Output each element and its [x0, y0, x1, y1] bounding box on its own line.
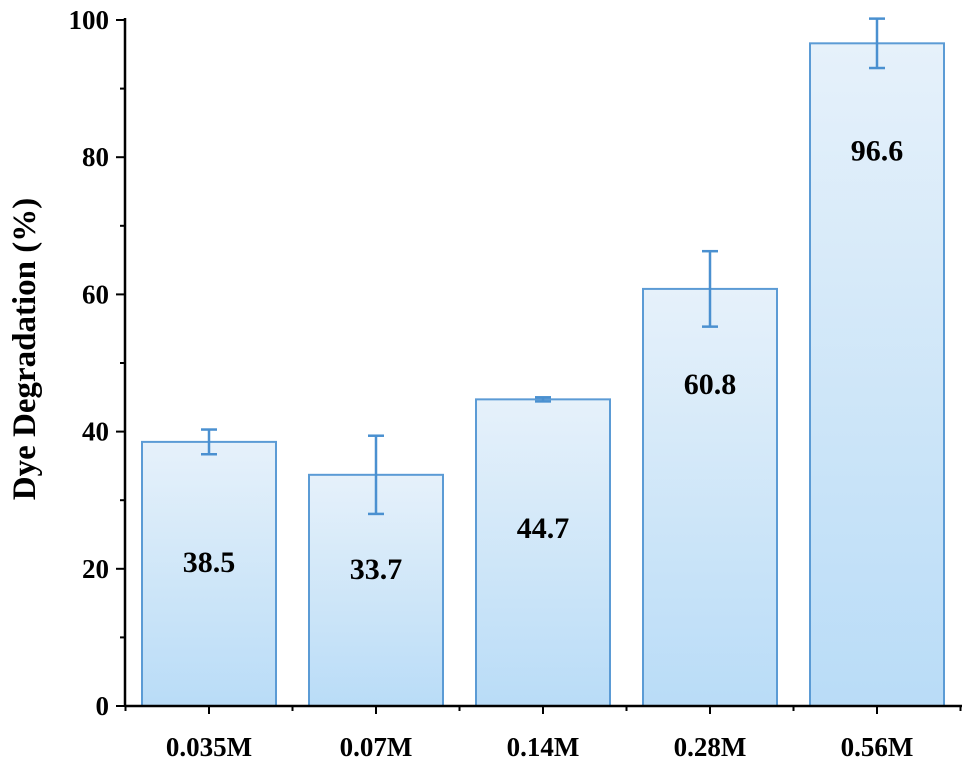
data-label-0.07M: 33.7: [350, 553, 403, 586]
error-bars-layer: [201, 17, 885, 516]
data-label-0.28M: 60.8: [684, 368, 737, 401]
data-label-0.14M: 44.7: [517, 512, 570, 545]
x-tick-label-0.035M: 0.035M: [166, 732, 252, 762]
bars-layer: [141, 42, 945, 708]
bar-0.14M: [475, 398, 611, 707]
y-tick-label-60: 60: [82, 279, 109, 309]
error-bar-0.035M: [201, 428, 217, 456]
x-tick-label-0.56M: 0.56M: [841, 732, 914, 762]
data-labels-layer: 38.5 33.7 44.7 60.8 96.6: [183, 134, 904, 586]
y-axis-label: Dye Degradation (%): [7, 198, 43, 500]
x-tick-label-0.28M: 0.28M: [674, 732, 747, 762]
y-tick-label-40: 40: [82, 417, 109, 447]
error-bar-0.56M: [869, 17, 885, 70]
error-bar-0.28M: [702, 249, 718, 328]
error-bar-0.14M: [535, 396, 551, 403]
y-tick-label-20: 20: [82, 554, 109, 584]
data-label-0.035M: 38.5: [183, 546, 236, 579]
error-bar-0.07M: [368, 434, 384, 516]
bar-0.28M: [642, 287, 778, 707]
x-tick-label-0.14M: 0.14M: [507, 732, 580, 762]
y-tick-label-80: 80: [82, 142, 109, 172]
y-tick-label-100: 100: [69, 5, 110, 35]
axes-layer: 0.035M 0.07M 0.14M 0.28M 0.56M 0 20 40 60 80 100: [69, 5, 962, 762]
x-tick-label-0.07M: 0.07M: [340, 732, 413, 762]
y-tick-label-0: 0: [96, 691, 110, 721]
data-label-0.56M: 96.6: [851, 134, 904, 167]
bar-0.035M: [141, 440, 277, 707]
